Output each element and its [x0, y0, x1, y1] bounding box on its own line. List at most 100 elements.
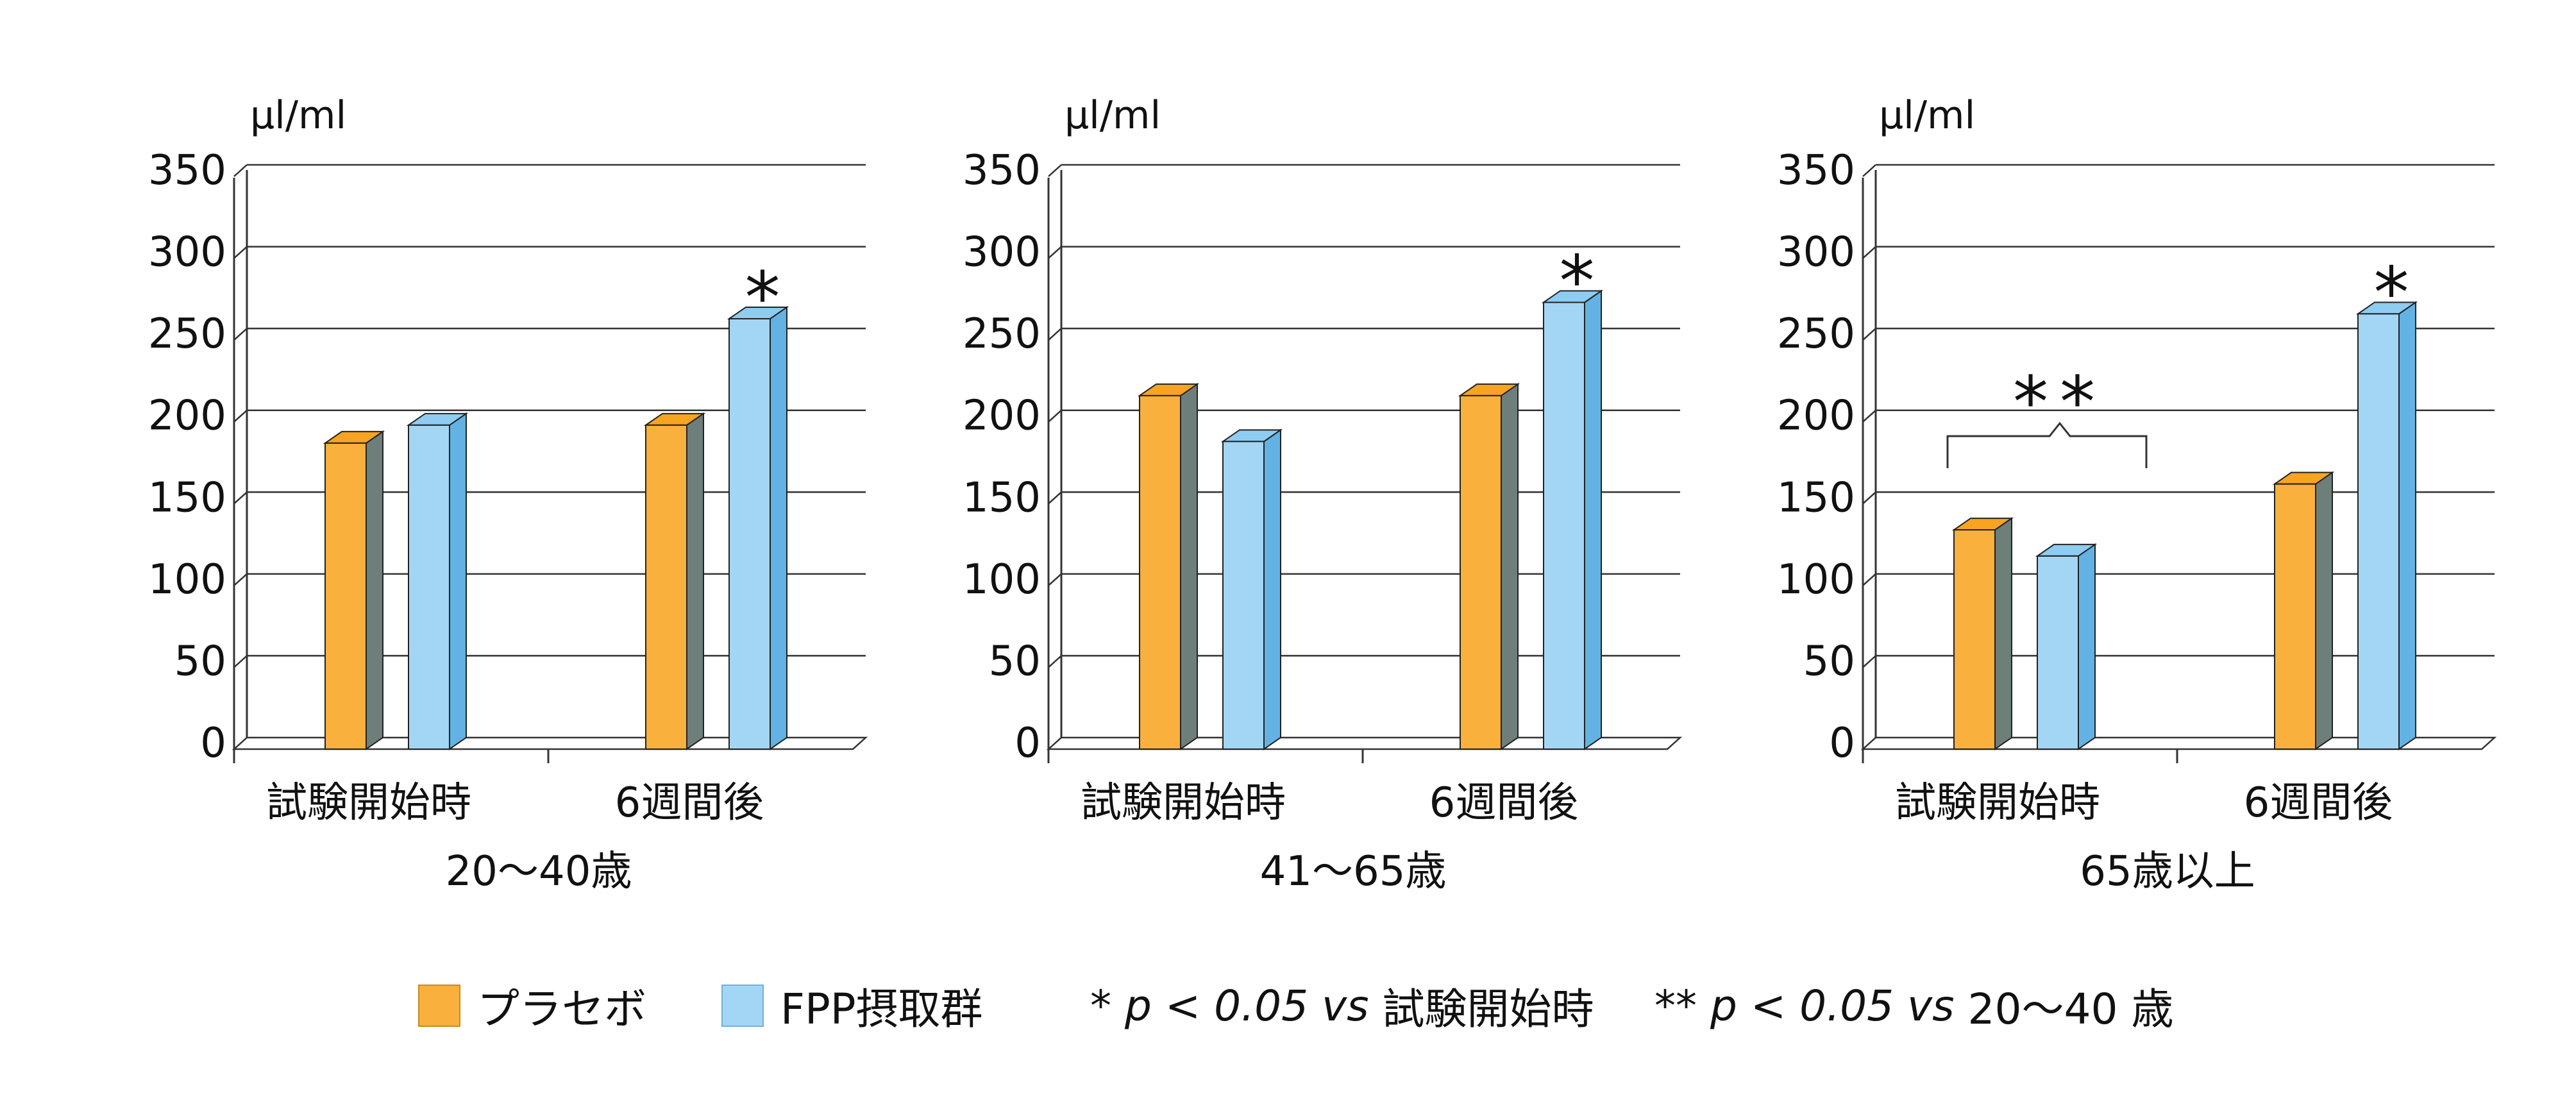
bar-side: [1501, 382, 1519, 750]
y-tick-label: 250: [963, 310, 1041, 358]
bar-placebo: [643, 412, 706, 750]
x-category-label: 6週間後: [615, 779, 764, 827]
chart-panel-3: 0 50 100 150 200 250 300 350 μl/ml 試験開始時 6週間後 65歳以上…: [1777, 93, 2497, 895]
significance-note-2: ** p < 0.05 vs 20〜40 歳: [1654, 980, 2173, 1035]
gridline-diagonal: [1048, 573, 1062, 586]
gridline-diagonal: [1862, 246, 1876, 259]
gridline-diagonal: [1862, 491, 1876, 505]
bar-front: [1222, 441, 1265, 750]
bar-fpp: [406, 412, 469, 750]
chart-panel-1: 0 50 100 150 200 250 300 350 μl/ml 試験開始時 6週間後 20〜40…: [148, 93, 868, 895]
gridline-diagonal: [1862, 655, 1876, 668]
y-tick-label: 100: [963, 556, 1041, 604]
gridline-diagonal: [1048, 409, 1062, 423]
x-category-label: 6週間後: [1429, 779, 1579, 827]
gridline-diagonal: [233, 655, 248, 668]
y-axis-unit-label: μl/ml: [1879, 93, 1975, 138]
bar-placebo: [2272, 471, 2335, 750]
gridline-diagonal: [233, 491, 248, 505]
gridline-diagonal: [1048, 164, 1062, 177]
legend-swatch-placebo: [418, 985, 460, 1027]
note1-prefix: *: [1090, 981, 1125, 1031]
legend-item-fpp: FPP摂取群: [721, 980, 983, 1034]
panel-group-label: 20〜40歳: [446, 848, 632, 895]
bar-front: [2274, 483, 2316, 750]
bar-side: [1263, 428, 1281, 750]
bar-placebo: [1458, 382, 1520, 750]
x-category-label: 試験開始時: [1895, 779, 2100, 827]
bar-side: [449, 412, 467, 750]
gridline-diagonal: [1862, 409, 1876, 423]
bar-front: [645, 424, 687, 750]
y-tick-label: 350: [1777, 147, 1855, 194]
gridline-diagonal: [1048, 328, 1062, 341]
legend-label-fpp: FPP摂取群: [780, 985, 983, 1034]
bar-side: [2398, 301, 2416, 750]
gridline-diagonal: [1048, 491, 1062, 505]
bar-front: [324, 442, 367, 750]
bar-placebo: [1951, 517, 2014, 750]
significance-marker: *: [1560, 240, 1595, 322]
bar-side: [1994, 517, 2012, 750]
y-tick-label: 50: [174, 638, 226, 685]
gridline-diagonal: [233, 573, 248, 586]
y-tick-label: 150: [148, 474, 226, 521]
significance-bracket: [1946, 421, 2148, 468]
gridline-diagonal: [1048, 655, 1062, 668]
gridline-diagonal: [1862, 573, 1876, 586]
panel-group-label: 41〜65歳: [1260, 848, 1447, 895]
gridline-diagonal: [233, 409, 248, 423]
bar-fpp: [2035, 543, 2098, 750]
note2-prefix: **: [1654, 981, 1710, 1031]
y-tick-label: 200: [148, 393, 226, 440]
bar-front: [2037, 555, 2079, 750]
significance-marker-double: **: [2013, 361, 2107, 443]
y-axis-unit-label: μl/ml: [250, 93, 346, 138]
bar-front: [408, 424, 450, 750]
y-tick-label: 50: [1803, 638, 1855, 685]
significance-note-1: * p < 0.05 vs 試験開始時: [1090, 980, 1594, 1035]
bar-placebo: [323, 430, 385, 750]
y-tick-label: 0: [1829, 720, 1855, 767]
note1-italic: p < 0.05 vs: [1124, 981, 1369, 1031]
legend-item-placebo: プラセボ: [418, 980, 646, 1034]
bar-side: [366, 430, 383, 750]
gridline-diagonal: [1048, 246, 1062, 259]
note1-suffix: 試験開始時: [1368, 985, 1594, 1034]
bar-fpp: [727, 306, 789, 750]
legend: プラセボ FPP摂取群 * p < 0.05 vs 試験開始時 ** p < 0…: [0, 975, 2576, 1052]
bar-side: [2078, 543, 2096, 750]
y-tick-label: 250: [148, 310, 226, 358]
bar-fpp: [1541, 289, 1604, 750]
gridline-diagonal: [233, 328, 248, 341]
y-tick-label: 300: [963, 229, 1041, 276]
y-tick-label: 200: [963, 393, 1041, 440]
note2-italic: p < 0.05 vs: [1710, 981, 1955, 1031]
y-tick-label: 200: [1777, 393, 1855, 440]
y-tick-label: 100: [1777, 556, 1855, 604]
bar-fpp: [2355, 301, 2418, 750]
note2-suffix: 20〜40 歳: [1954, 985, 2174, 1034]
bar-fpp: [1220, 428, 1283, 750]
gridline-diagonal: [233, 246, 248, 259]
legend-label-placebo: プラセボ: [477, 985, 646, 1034]
significance-marker: *: [2374, 251, 2409, 334]
bar-front: [1460, 394, 1502, 750]
bar-side: [686, 412, 704, 750]
y-axis-unit-label: μl/ml: [1065, 93, 1161, 138]
x-category-label: 6週間後: [2244, 779, 2393, 827]
panel-group-label: 65歳以上: [2080, 848, 2255, 895]
bar-front: [1139, 394, 1181, 750]
y-tick-label: 150: [963, 474, 1041, 521]
gridline-diagonal: [1862, 328, 1876, 341]
bar-side: [2315, 471, 2333, 750]
gridline-diagonal: [233, 164, 248, 177]
significance-marker: *: [745, 257, 780, 339]
gridline-diagonal: [1862, 164, 1876, 177]
bar-front: [1543, 301, 1585, 750]
bar-side: [1584, 289, 1602, 750]
bar-front: [1953, 529, 1996, 750]
y-tick-label: 100: [148, 556, 226, 604]
